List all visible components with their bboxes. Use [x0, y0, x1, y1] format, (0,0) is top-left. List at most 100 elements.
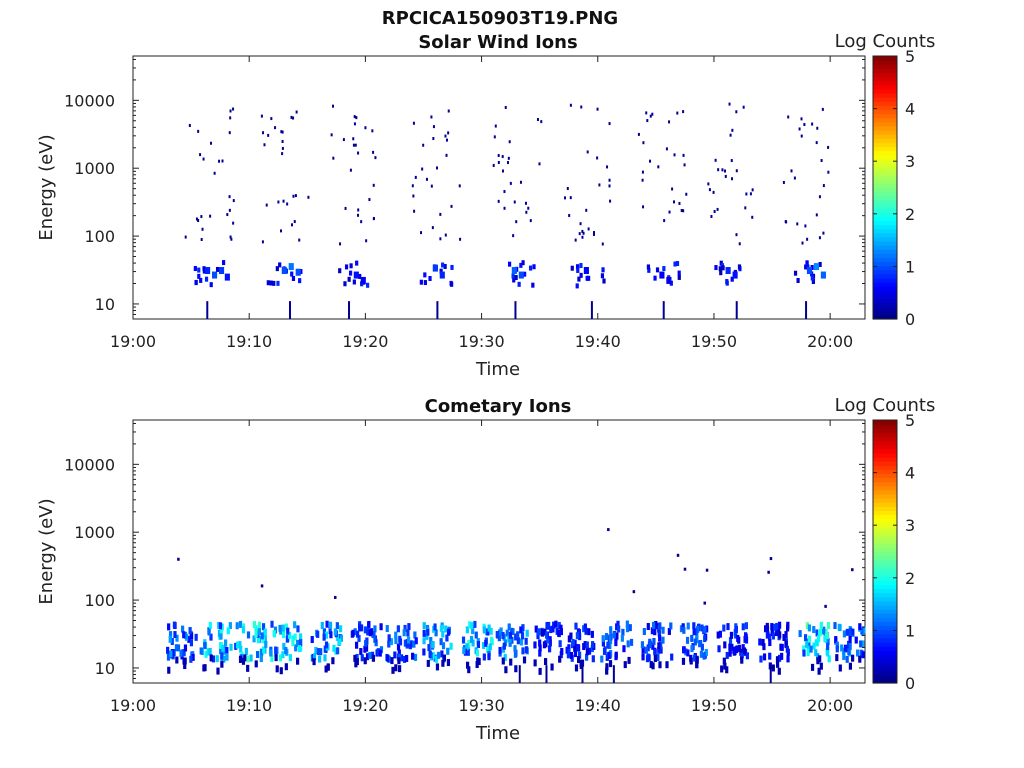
count-cell [658, 661, 662, 669]
count-cell [810, 663, 815, 671]
count-cell [450, 264, 454, 270]
colorbar-segment [873, 129, 897, 135]
count-cell [219, 626, 223, 634]
count-cell [475, 649, 479, 657]
count-cell [293, 633, 297, 641]
count-cell [804, 264, 808, 270]
count-cell [272, 630, 276, 638]
count-cell [182, 631, 186, 639]
count-hit [274, 126, 277, 130]
count-cell [287, 631, 292, 639]
count-hit [504, 105, 507, 109]
count-hit [606, 165, 609, 169]
colorbar-label: Log Counts [835, 395, 936, 416]
count-cell [443, 264, 447, 270]
count-cell [575, 264, 580, 270]
colorbar-segment [873, 187, 897, 193]
count-cell [571, 639, 575, 647]
count-cell [363, 626, 367, 634]
count-cell [435, 663, 440, 671]
count-cell [778, 631, 782, 639]
count-cell [741, 623, 745, 631]
count-cell [647, 654, 651, 662]
colorbar-segment [873, 609, 897, 614]
count-hit [820, 159, 823, 163]
colorbar-tick-label: 3 [905, 516, 915, 535]
count-cell [536, 632, 540, 640]
count-cell [690, 634, 694, 642]
count-cell [665, 661, 669, 669]
count-cell [820, 627, 824, 635]
count-cell [189, 632, 194, 640]
count-hit [519, 180, 522, 184]
count-cell [696, 625, 700, 633]
count-cell [730, 276, 734, 282]
count-hit [503, 206, 506, 210]
colorbar-segment [873, 489, 897, 495]
count-hit [202, 157, 205, 161]
count-cell [169, 650, 173, 658]
count-hit [430, 184, 433, 188]
count-cell [468, 621, 472, 629]
count-hit [683, 163, 686, 167]
count-cell [419, 279, 423, 285]
count-cell [490, 638, 494, 646]
count-hit [281, 130, 284, 134]
count-hit [785, 220, 788, 224]
count-cell [445, 634, 449, 642]
count-hit [497, 199, 500, 203]
count-cell [221, 644, 225, 652]
colorbar-segment [873, 555, 897, 561]
colorbar-segment [873, 522, 897, 528]
count-cell [503, 653, 507, 661]
count-cell [487, 624, 491, 632]
count-cell [614, 651, 618, 659]
count-hit [574, 238, 577, 242]
count-cell [168, 631, 173, 639]
count-cell [187, 635, 191, 643]
count-cell [720, 665, 724, 673]
count-cell [499, 627, 503, 635]
colorbar-segment [873, 76, 897, 82]
colorbar-tick-label: 2 [905, 569, 915, 588]
count-cell [373, 625, 377, 633]
count-hit [769, 557, 773, 561]
count-hit [815, 141, 818, 145]
count-cell [433, 623, 437, 631]
count-hit [184, 235, 187, 239]
count-hit [412, 121, 415, 125]
count-cell [426, 659, 430, 667]
count-cell [378, 649, 382, 657]
count-cell [617, 625, 621, 633]
count-hit [281, 146, 284, 150]
count-cell [422, 637, 426, 645]
colorbar-segment [873, 613, 897, 618]
count-cell [577, 276, 581, 282]
count-cell [576, 643, 580, 651]
count-hit [804, 224, 807, 228]
count-cell [498, 646, 502, 654]
x-tick-label: 19:40 [575, 696, 621, 715]
count-cell [514, 665, 518, 673]
count-cell [693, 638, 697, 646]
count-hit [261, 240, 264, 244]
count-cell [262, 646, 266, 654]
count-cell [679, 625, 684, 633]
count-cell [774, 629, 778, 637]
count-cell [692, 654, 697, 662]
count-cell [523, 271, 527, 277]
colorbar-segment [873, 109, 897, 115]
x-tick-label: 19:50 [691, 332, 737, 351]
count-hit [374, 156, 377, 160]
count-hit [332, 156, 335, 160]
count-cell [284, 663, 288, 671]
count-hit [260, 584, 264, 588]
colorbar-segment [873, 424, 897, 429]
count-hit [598, 183, 601, 187]
count-cell [659, 646, 663, 654]
count-hit [342, 138, 345, 142]
count-cell [775, 656, 780, 664]
count-cell [353, 628, 357, 636]
count-cell [234, 642, 238, 650]
count-hit [717, 168, 720, 172]
